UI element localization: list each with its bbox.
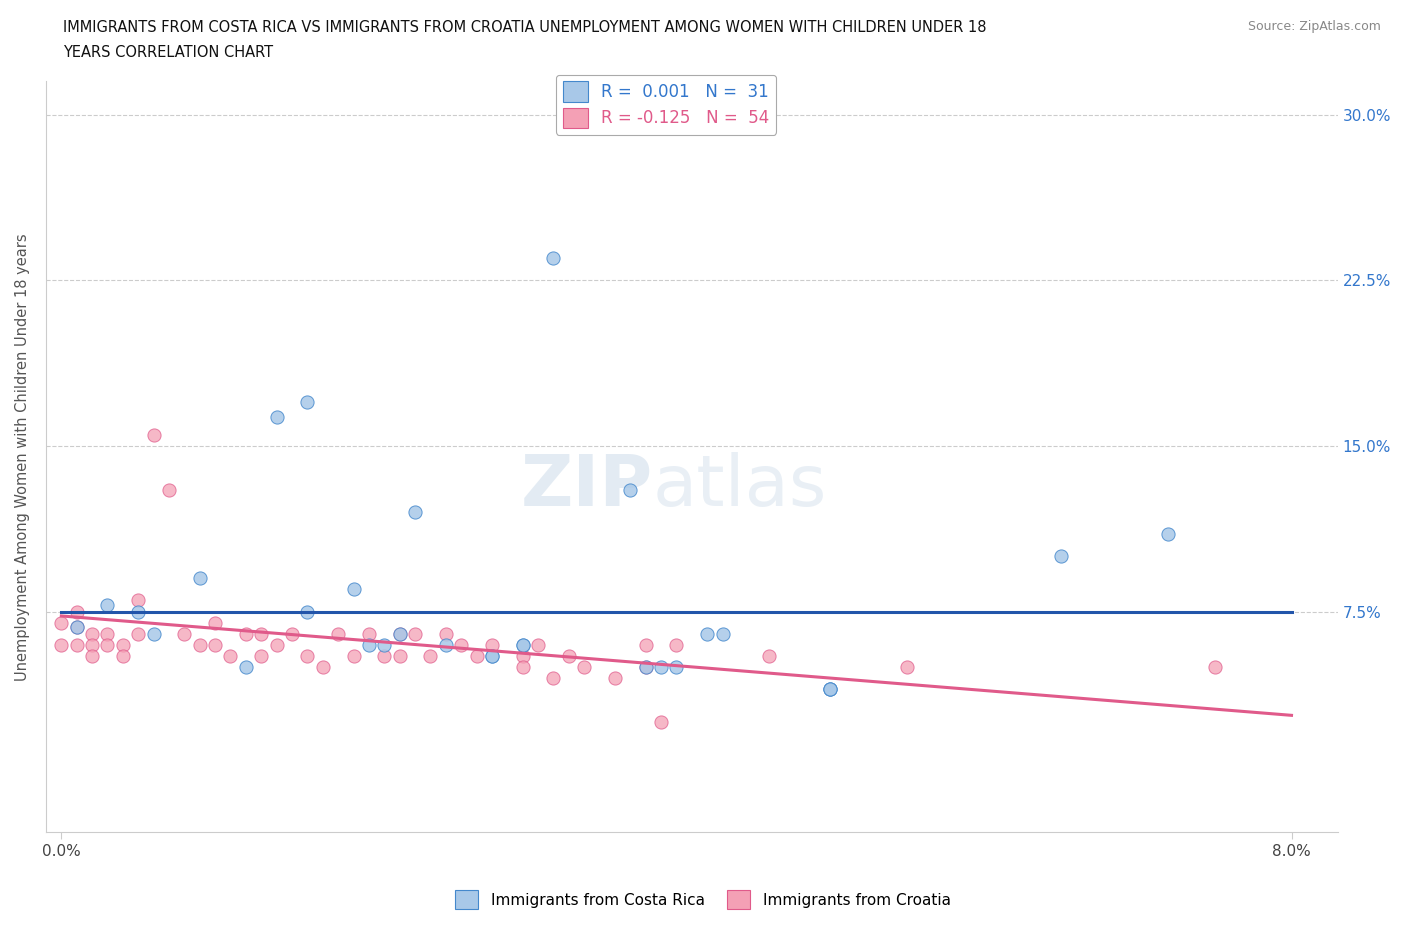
Point [481,648,503,663]
Point [250,648,273,663]
Text: IMMIGRANTS FROM COSTA RICA VS IMMIGRANTS FROM CROATIA UNEMPLOYMENT AMONG WOMEN W: IMMIGRANTS FROM COSTA RICA VS IMMIGRANTS… [63,20,987,35]
Point [896,659,918,674]
Point [388,626,411,641]
Point [342,648,364,663]
Point [1050,549,1073,564]
Point [266,410,288,425]
Point [388,648,411,663]
Point [82,626,104,641]
Point [543,671,565,685]
Point [665,637,688,652]
Point [481,648,503,663]
Point [142,428,165,443]
Point [51,637,73,652]
Point [51,615,73,630]
Point [434,637,457,652]
Point [558,648,581,663]
Point [434,626,457,641]
Point [127,604,149,619]
Point [312,659,335,674]
Point [450,637,472,652]
Point [373,637,395,652]
Point [111,648,134,663]
Point [818,682,841,697]
Point [634,659,657,674]
Point [66,619,89,634]
Point [111,637,134,652]
Point [82,637,104,652]
Point [357,637,380,652]
Point [512,637,534,652]
Point [96,626,118,641]
Point [572,659,595,674]
Point [512,659,534,674]
Point [326,626,349,641]
Point [96,597,118,612]
Point [297,604,319,619]
Point [619,483,641,498]
Point [96,637,118,652]
Text: Source: ZipAtlas.com: Source: ZipAtlas.com [1247,20,1381,33]
Point [404,626,426,641]
Point [650,659,672,674]
Point [281,626,304,641]
Point [142,626,165,641]
Point [711,626,734,641]
Point [388,626,411,641]
Legend: Immigrants from Costa Rica, Immigrants from Croatia: Immigrants from Costa Rica, Immigrants f… [450,884,956,915]
Point [342,582,364,597]
Point [219,648,242,663]
Point [512,648,534,663]
Point [188,637,211,652]
Point [235,626,257,641]
Point [173,626,195,641]
Point [603,671,626,685]
Point [297,394,319,409]
Point [1157,526,1180,541]
Point [543,251,565,266]
Point [235,659,257,674]
Point [66,637,89,652]
Point [157,483,180,498]
Point [634,659,657,674]
Text: YEARS CORRELATION CHART: YEARS CORRELATION CHART [63,45,273,60]
Legend: R =  0.001   N =  31, R = -0.125   N =  54: R = 0.001 N = 31, R = -0.125 N = 54 [555,74,776,135]
Point [650,714,672,729]
Point [404,505,426,520]
Y-axis label: Unemployment Among Women with Children Under 18 years: Unemployment Among Women with Children U… [15,233,30,681]
Point [373,648,395,663]
Point [188,571,211,586]
Point [481,637,503,652]
Text: atlas: atlas [652,453,827,522]
Point [66,604,89,619]
Point [696,626,718,641]
Point [357,626,380,641]
Point [204,637,226,652]
Point [758,648,780,663]
Point [204,615,226,630]
Point [127,626,149,641]
Point [512,637,534,652]
Point [82,648,104,663]
Point [818,682,841,697]
Text: ZIP: ZIP [520,453,652,522]
Point [297,648,319,663]
Point [1204,659,1226,674]
Point [127,593,149,608]
Point [634,637,657,652]
Point [66,619,89,634]
Point [527,637,550,652]
Point [665,659,688,674]
Point [419,648,441,663]
Point [250,626,273,641]
Point [465,648,488,663]
Point [818,682,841,697]
Point [266,637,288,652]
